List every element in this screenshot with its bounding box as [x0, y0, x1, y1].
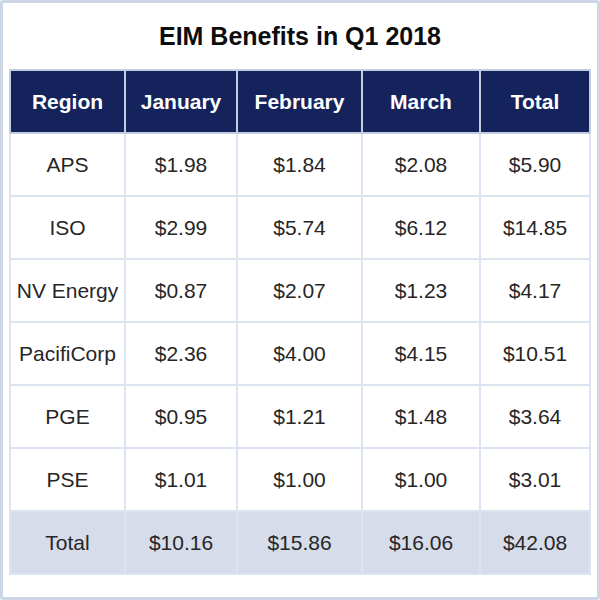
- total-value-cell: $10.16: [125, 511, 237, 574]
- grand-total-cell: $42.08: [480, 511, 590, 574]
- region-cell: PacifiCorp: [10, 322, 125, 385]
- table-row-pge: PGE $0.95 $1.21 $1.48 $3.64: [10, 385, 590, 448]
- column-header-january: January: [125, 70, 237, 133]
- value-cell: $6.12: [362, 196, 480, 259]
- row-total-cell: $14.85: [480, 196, 590, 259]
- value-cell: $1.00: [237, 448, 362, 511]
- total-value-cell: $15.86: [237, 511, 362, 574]
- row-total-cell: $10.51: [480, 322, 590, 385]
- region-cell: NV Energy: [10, 259, 125, 322]
- value-cell: $4.15: [362, 322, 480, 385]
- table-total-row: Total $10.16 $15.86 $16.06 $42.08: [10, 511, 590, 574]
- eim-benefits-table: Region January February March Total APS …: [9, 69, 591, 575]
- value-cell: $5.74: [237, 196, 362, 259]
- value-cell: $1.48: [362, 385, 480, 448]
- total-value-cell: $16.06: [362, 511, 480, 574]
- region-cell: PSE: [10, 448, 125, 511]
- page-title: EIM Benefits in Q1 2018: [3, 3, 597, 69]
- value-cell: $1.01: [125, 448, 237, 511]
- column-header-total: Total: [480, 70, 590, 133]
- value-cell: $1.00: [362, 448, 480, 511]
- value-cell: $1.21: [237, 385, 362, 448]
- value-cell: $1.98: [125, 133, 237, 196]
- row-total-cell: $5.90: [480, 133, 590, 196]
- column-header-february: February: [237, 70, 362, 133]
- page: EIM Benefits in Q1 2018 Region January F…: [0, 0, 600, 600]
- value-cell: $2.07: [237, 259, 362, 322]
- table-row-pacificorp: PacifiCorp $2.36 $4.00 $4.15 $10.51: [10, 322, 590, 385]
- value-cell: $4.00: [237, 322, 362, 385]
- table-row-pse: PSE $1.01 $1.00 $1.00 $3.01: [10, 448, 590, 511]
- value-cell: $1.84: [237, 133, 362, 196]
- value-cell: $0.87: [125, 259, 237, 322]
- column-header-march: March: [362, 70, 480, 133]
- value-cell: $0.95: [125, 385, 237, 448]
- table-row-aps: APS $1.98 $1.84 $2.08 $5.90: [10, 133, 590, 196]
- table-row-nv-energy: NV Energy $0.87 $2.07 $1.23 $4.17: [10, 259, 590, 322]
- region-cell: APS: [10, 133, 125, 196]
- table-row-iso: ISO $2.99 $5.74 $6.12 $14.85: [10, 196, 590, 259]
- row-total-cell: $3.01: [480, 448, 590, 511]
- value-cell: $2.99: [125, 196, 237, 259]
- total-label-cell: Total: [10, 511, 125, 574]
- column-header-region: Region: [10, 70, 125, 133]
- row-total-cell: $4.17: [480, 259, 590, 322]
- table-header-row: Region January February March Total: [10, 70, 590, 133]
- value-cell: $2.36: [125, 322, 237, 385]
- value-cell: $2.08: [362, 133, 480, 196]
- value-cell: $1.23: [362, 259, 480, 322]
- row-total-cell: $3.64: [480, 385, 590, 448]
- region-cell: ISO: [10, 196, 125, 259]
- region-cell: PGE: [10, 385, 125, 448]
